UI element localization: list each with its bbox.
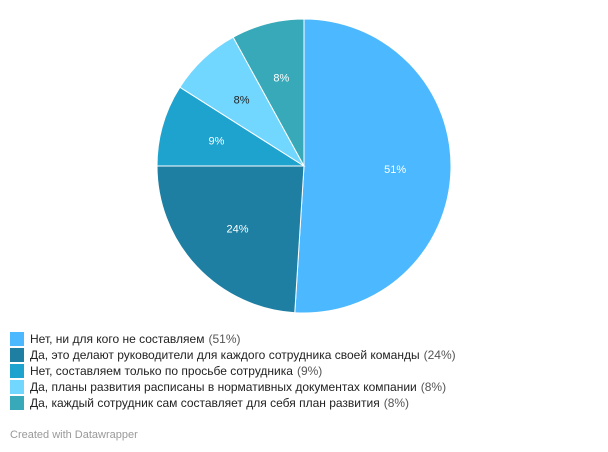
legend-swatch	[10, 364, 24, 378]
legend-label: Нет, ни для кого не составляем	[30, 332, 205, 346]
credit: Created with Datawrapper	[10, 429, 138, 441]
legend-value: (8%)	[420, 380, 447, 394]
legend-value: (9%)	[296, 364, 323, 378]
legend: Нет, ни для кого не составляем (51%) Да, э…	[10, 331, 456, 411]
legend-label: Да, планы развития расписаны в нормативн…	[30, 380, 417, 394]
pie-slice	[156, 165, 305, 314]
legend-item: Да, это делают руководители для каждого …	[10, 347, 456, 363]
legend-value: (51%)	[208, 332, 241, 346]
legend-swatch	[10, 380, 24, 394]
legend-swatch	[10, 396, 24, 410]
pie-slice	[232, 18, 305, 167]
legend-item: Да, планы развития расписаны в нормативн…	[10, 379, 456, 395]
slice-label: 24%	[227, 223, 249, 235]
pie-chart: 51% 24% 9% 8% 8%	[156, 18, 452, 314]
legend-label: Да, это делают руководители для каждого …	[30, 348, 420, 362]
slice-label: 8%	[273, 73, 289, 85]
slice-label: 8%	[234, 95, 250, 107]
legend-label: Да, каждый сотрудник сам составляет для …	[30, 396, 380, 410]
pie-slice	[156, 86, 306, 167]
legend-value: (24%)	[423, 348, 456, 362]
slice-label: 51%	[384, 164, 406, 176]
legend-item: Нет, составляем только по просьбе сотруд…	[10, 363, 456, 379]
legend-item: Нет, ни для кого не составляем (51%)	[10, 331, 456, 347]
slice-label: 9%	[209, 136, 225, 148]
legend-label: Нет, составляем только по просьбе сотруд…	[30, 364, 293, 378]
legend-value: (8%)	[383, 396, 410, 410]
legend-swatch	[10, 332, 24, 346]
pie-slice	[294, 18, 452, 314]
legend-item: Да, каждый сотрудник сам составляет для …	[10, 395, 456, 411]
legend-swatch	[10, 348, 24, 362]
